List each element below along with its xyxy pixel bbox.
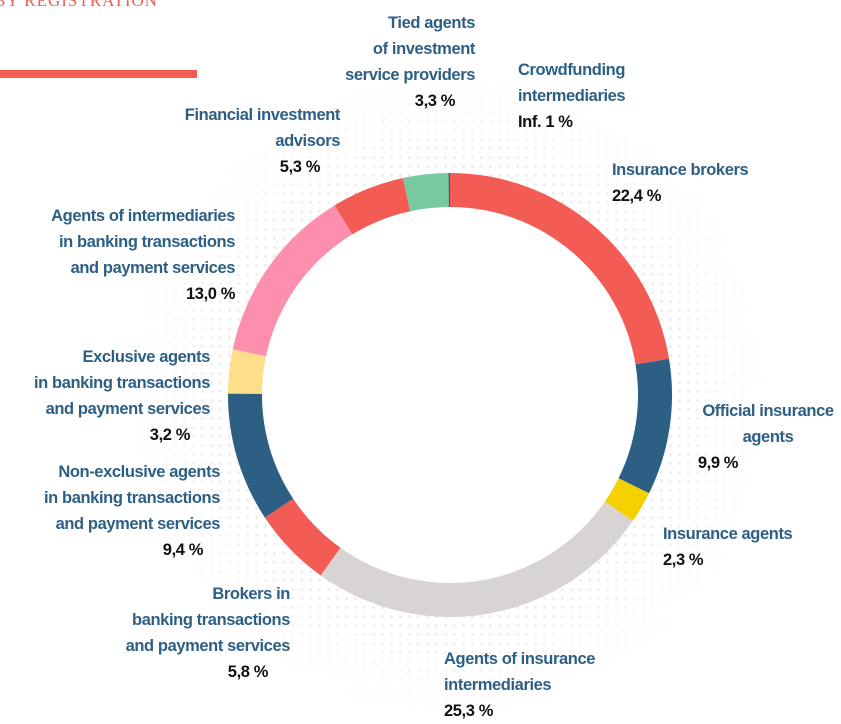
value-label: 5,3 % <box>279 158 321 176</box>
segment-label: Financial investment advisors <box>184 106 341 150</box>
segment-label: Agents of insurance intermediaries <box>444 650 596 694</box>
value-label: 9,4 % <box>162 541 204 559</box>
decor-bar <box>0 70 197 78</box>
segment-label: Official insurance agents <box>702 402 834 446</box>
value-label: 3,3 % <box>414 92 456 110</box>
donut-segment <box>228 349 267 394</box>
value-label: 5,8 % <box>227 663 269 681</box>
segment-label: Non-exclusive agents in banking transact… <box>44 463 220 533</box>
value-label: 2,3 % <box>663 551 704 569</box>
segment-label: Insurance brokers <box>612 161 749 179</box>
donut-segment <box>264 498 341 576</box>
segment-label: Tied agents of investment service provid… <box>345 14 475 84</box>
chart-title: BY REGISTRATION <box>0 0 159 10</box>
donut-segment <box>232 205 353 357</box>
segment-label: Exclusive agents in banking transactions… <box>34 348 210 418</box>
value-label: 13,0 % <box>186 285 235 303</box>
donut-segment <box>334 178 411 235</box>
value-label: 9,9 % <box>697 454 739 472</box>
donut-hole <box>262 207 638 583</box>
donut-segment <box>228 393 294 518</box>
donut-segment <box>448 173 450 208</box>
donut-segment <box>450 173 670 365</box>
donut-segment <box>604 478 650 521</box>
segment-label: Insurance agents <box>663 525 793 543</box>
segment-label: Agents of intermediaries in banking tran… <box>51 207 235 277</box>
donut-segment <box>320 501 633 618</box>
segment-label: Brokers in banking transactions and paym… <box>125 585 291 655</box>
donut-segment <box>618 358 672 494</box>
donut-segment <box>402 173 449 212</box>
value-label: 3,2 % <box>149 426 191 444</box>
segment-label: Crowdfunding intermediaries <box>518 61 626 105</box>
value-label: 22,4 % <box>612 187 661 205</box>
value-label: Inf. 1 % <box>518 113 573 131</box>
value-label: 25,3 % <box>444 702 493 720</box>
